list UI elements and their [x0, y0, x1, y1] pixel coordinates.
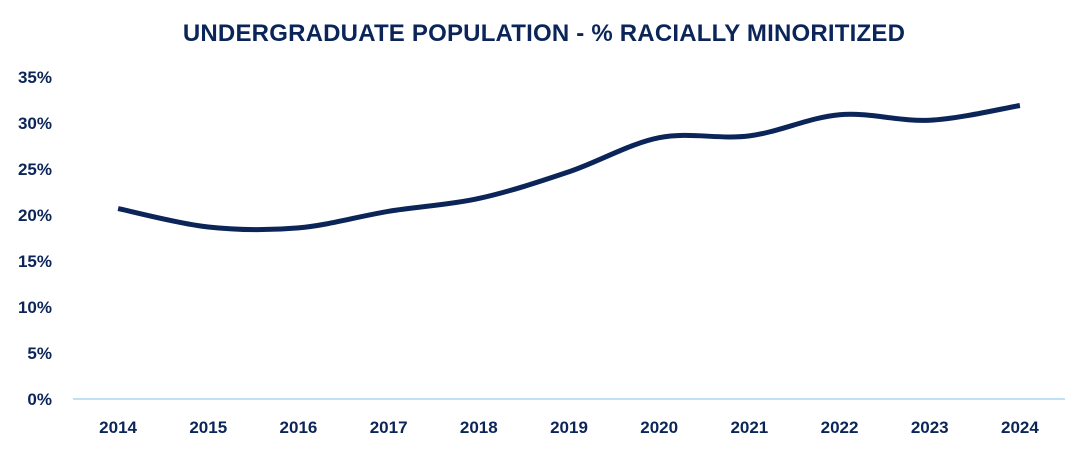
y-tick-label: 20% [18, 206, 52, 225]
x-tick-label: 2022 [821, 418, 859, 437]
x-tick-label: 2014 [99, 418, 137, 437]
y-tick-label: 5% [27, 344, 52, 363]
x-tick-label: 2015 [189, 418, 227, 437]
chart-title: UNDERGRADUATE POPULATION - % RACIALLY MI… [182, 20, 906, 47]
x-tick-label: 2018 [460, 418, 498, 437]
x-tick-label: 2021 [730, 418, 768, 437]
y-tick-label: 25% [18, 160, 52, 179]
x-tick-label: 2017 [370, 418, 408, 437]
y-tick-label: 15% [18, 252, 52, 271]
x-tick-label: 2020 [640, 418, 678, 437]
y-tick-label: 10% [18, 298, 52, 317]
y-tick-label: 30% [18, 114, 52, 133]
x-tick-label: 2024 [1001, 418, 1039, 437]
y-tick-label: 35% [18, 68, 52, 87]
x-tick-label: 2019 [550, 418, 588, 437]
x-tick-label: 2016 [280, 418, 318, 437]
y-tick-label: 0% [27, 390, 52, 409]
x-tick-label: 2023 [911, 418, 949, 437]
series-line [117, 103, 1021, 233]
